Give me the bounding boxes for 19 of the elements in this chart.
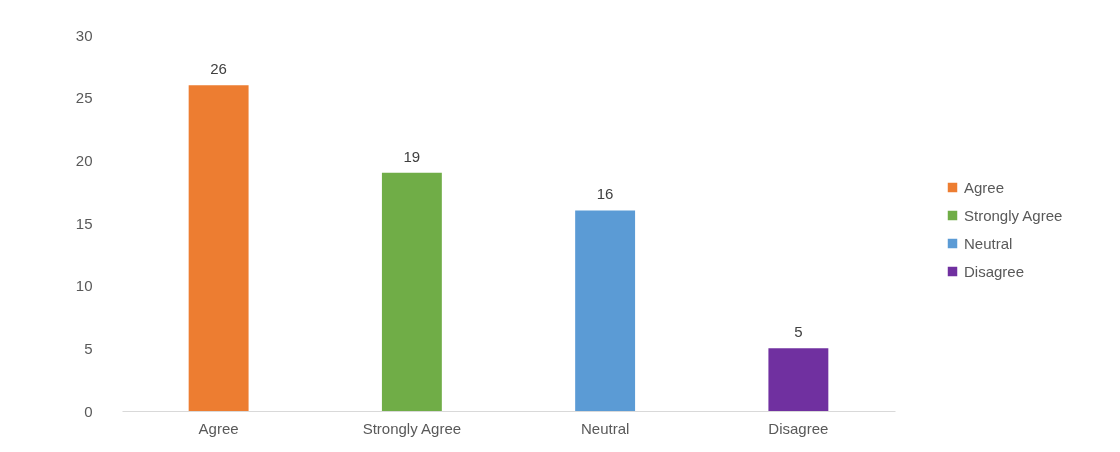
data-label: 5 [794,323,803,341]
x-tick-label: Strongly Agree [362,419,462,437]
legend-label: Disagree [964,262,1025,280]
data-label: 19 [403,147,421,165]
data-label: 26 [210,60,227,78]
y-tick-label: 25 [75,89,93,107]
legend-label: Neutral [964,234,1013,252]
x-tick-label: Neutral [580,419,630,437]
x-tick-label: Agree [198,419,239,437]
legend-label: Agree [964,178,1005,196]
x-tick-label: Disagree [768,419,829,437]
legend-label: Strongly Agree [964,206,1063,224]
y-tick-label: 0 [84,402,93,420]
y-tick-label: 5 [84,339,93,357]
y-tick-label: 15 [75,214,93,232]
y-tick-label: 10 [75,277,93,295]
data-label: 16 [596,185,614,203]
y-tick-label: 20 [75,151,93,169]
y-tick-label: 30 [75,26,93,44]
